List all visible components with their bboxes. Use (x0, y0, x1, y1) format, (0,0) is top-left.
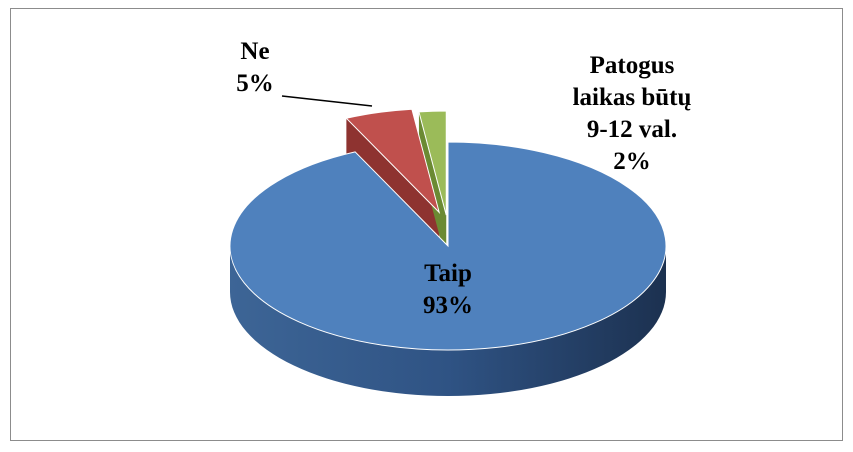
slice (345, 108, 441, 215)
category-label: Patogus laikas būtų 9-12 val. (572, 52, 692, 143)
value-label: 5% (236, 70, 274, 97)
slice-label: Patogus laikas būtų 9-12 val. 2% (562, 50, 702, 178)
value-label: 93% (423, 292, 473, 319)
category-label: Ne (240, 38, 270, 65)
chart-frame (10, 8, 843, 441)
value-label: 2% (613, 148, 651, 175)
leader-line (281, 95, 373, 107)
slice-label: Ne 5% (205, 36, 305, 100)
slice (418, 110, 447, 216)
category-label: Taip (424, 260, 472, 287)
slice (229, 141, 667, 351)
slice-label: Taip 93% (388, 258, 508, 322)
slice-side (230, 246, 666, 396)
